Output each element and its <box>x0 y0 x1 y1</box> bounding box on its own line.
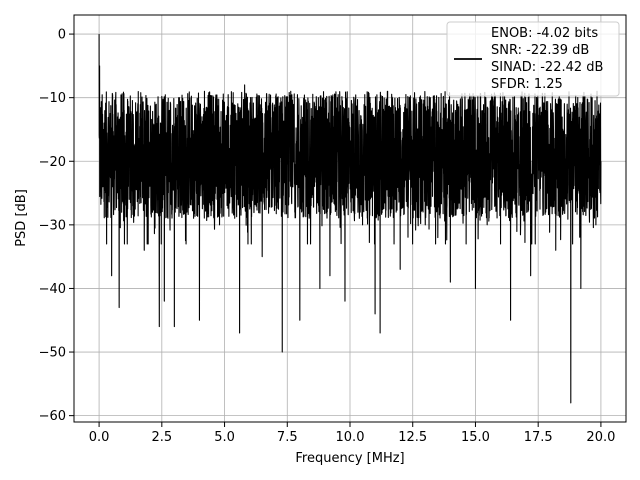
legend-snr: SNR: -22.39 dB <box>491 43 589 58</box>
y-tick-label: −10 <box>39 91 66 106</box>
x-tick-label: 7.5 <box>277 430 298 445</box>
x-axis-ticks: 0.0 2.5 5.0 7.5 10.0 12.5 15.0 17.5 20.0 <box>89 422 615 445</box>
y-tick-label: −20 <box>39 155 66 170</box>
y-tick-label: 0 <box>58 28 66 43</box>
x-tick-label: 10.0 <box>336 430 365 445</box>
x-tick-label: 2.5 <box>151 430 172 445</box>
x-axis-label: Frequency [MHz] <box>295 451 404 466</box>
x-tick-label: 17.5 <box>524 430 553 445</box>
x-tick-label: 20.0 <box>586 430 615 445</box>
psd-series-line <box>98 34 602 404</box>
y-tick-label: −60 <box>39 409 66 424</box>
x-tick-label: 5.0 <box>214 430 235 445</box>
plot-area <box>98 34 602 404</box>
legend-sfdr: SFDR: 1.25 <box>491 77 563 92</box>
y-axis-label: PSD [dB] <box>14 189 29 247</box>
legend-box <box>446 21 620 97</box>
y-tick-label: −50 <box>39 346 66 361</box>
x-tick-label: 0.0 <box>89 430 110 445</box>
legend-enob: ENOB: -4.02 bits <box>491 26 598 41</box>
y-tick-label: −40 <box>39 282 66 297</box>
x-tick-label: 12.5 <box>398 430 427 445</box>
legend: ENOB: -4.02 bits SNR: -22.39 dB SINAD: -… <box>446 21 620 97</box>
y-axis-ticks: 0 −10 −20 −30 −40 −50 −60 <box>39 28 74 424</box>
x-tick-label: 15.0 <box>461 430 490 445</box>
y-tick-label: −30 <box>39 218 66 233</box>
legend-sinad: SINAD: -22.42 dB <box>491 60 603 75</box>
